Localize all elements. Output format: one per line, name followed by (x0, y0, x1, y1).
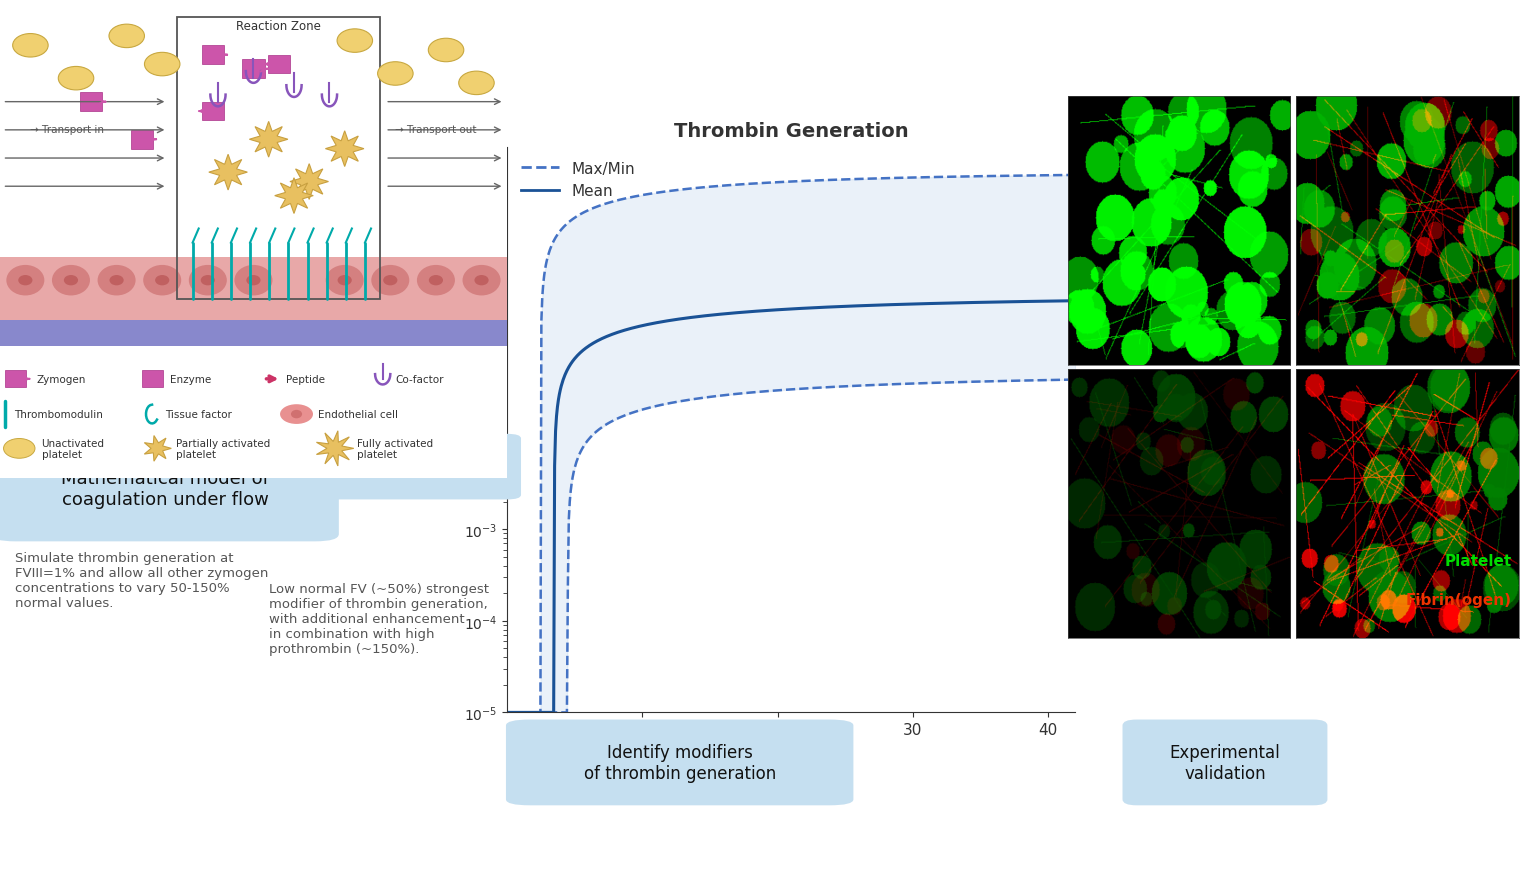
Ellipse shape (475, 275, 488, 286)
Text: Platelet: Platelet (1444, 553, 1511, 568)
Polygon shape (326, 131, 364, 168)
Ellipse shape (65, 275, 78, 286)
Text: Peptide: Peptide (286, 375, 326, 384)
Text: Experimental
validation: Experimental validation (1169, 743, 1281, 782)
Ellipse shape (429, 39, 464, 63)
Legend: Max/Min, Mean: Max/Min, Mean (515, 156, 641, 205)
Bar (243, 60, 264, 79)
Polygon shape (275, 178, 313, 215)
Ellipse shape (109, 25, 144, 49)
Polygon shape (209, 155, 247, 191)
Ellipse shape (3, 439, 35, 459)
Polygon shape (144, 436, 172, 461)
Bar (5, 371, 26, 388)
Ellipse shape (58, 67, 94, 90)
Ellipse shape (189, 266, 227, 296)
Bar (0, 257, 507, 323)
Ellipse shape (12, 35, 48, 58)
Text: Zymogen: Zymogen (37, 375, 86, 384)
Ellipse shape (201, 275, 215, 286)
Ellipse shape (18, 275, 32, 286)
Text: Co-factor: Co-factor (395, 375, 444, 384)
Ellipse shape (416, 266, 455, 296)
Ellipse shape (143, 266, 181, 296)
Text: Identify modifiers
of thrombin generation: Identify modifiers of thrombin generatio… (584, 743, 776, 782)
Text: Low normal FV (~50%) strongest
modifier of thrombin generation,
with additional : Low normal FV (~50%) strongest modifier … (269, 582, 488, 655)
FancyBboxPatch shape (316, 434, 521, 500)
Bar (80, 93, 103, 112)
Ellipse shape (144, 53, 180, 76)
Ellipse shape (280, 405, 313, 424)
Ellipse shape (429, 275, 442, 286)
Y-axis label: thrombin (nM): thrombin (nM) (442, 375, 458, 485)
Text: Model Output: Model Output (362, 458, 475, 476)
Ellipse shape (109, 275, 124, 286)
Bar (131, 130, 154, 149)
X-axis label: time (min): time (min) (748, 743, 834, 760)
Text: Thrombomodulin: Thrombomodulin (14, 409, 103, 420)
Polygon shape (316, 431, 353, 467)
Bar (267, 56, 290, 75)
Ellipse shape (462, 266, 501, 296)
Ellipse shape (326, 266, 364, 296)
Text: Partially activated
platelet: Partially activated platelet (177, 438, 270, 460)
Ellipse shape (98, 266, 135, 296)
Bar (201, 46, 224, 65)
Bar (178, 18, 381, 300)
Ellipse shape (336, 30, 373, 53)
Title: Thrombin Generation: Thrombin Generation (674, 122, 908, 141)
Ellipse shape (459, 72, 495, 96)
Text: Reaction Zone: Reaction Zone (237, 20, 321, 33)
Ellipse shape (235, 266, 272, 296)
Ellipse shape (290, 410, 303, 419)
Text: Tissue factor: Tissue factor (164, 409, 232, 420)
Text: Enzyme: Enzyme (170, 375, 210, 384)
Ellipse shape (372, 266, 409, 296)
Polygon shape (249, 123, 287, 158)
Bar (0, 321, 507, 347)
Ellipse shape (378, 63, 413, 86)
Text: Endothelial cell: Endothelial cell (318, 409, 398, 420)
Ellipse shape (382, 275, 398, 286)
FancyBboxPatch shape (0, 436, 339, 541)
Text: → Transport in: → Transport in (31, 125, 104, 135)
Text: Fibrin(ogen): Fibrin(ogen) (1405, 592, 1511, 607)
Text: Fully activated
platelet: Fully activated platelet (358, 438, 433, 460)
Text: → Transport out: → Transport out (395, 125, 476, 135)
FancyBboxPatch shape (1123, 720, 1327, 806)
Text: Simulate thrombin generation at
FVIII=1% and allow all other zymogen
concentrati: Simulate thrombin generation at FVIII=1%… (15, 552, 269, 610)
Ellipse shape (246, 275, 261, 286)
Text: Mathematical model of
coagulation under flow: Mathematical model of coagulation under … (61, 469, 269, 508)
Bar (201, 103, 224, 122)
Ellipse shape (6, 266, 45, 296)
Text: Unactivated
platelet: Unactivated platelet (41, 438, 104, 460)
Polygon shape (290, 164, 329, 200)
Ellipse shape (155, 275, 169, 286)
FancyBboxPatch shape (505, 720, 854, 806)
Ellipse shape (338, 275, 352, 286)
Bar (141, 371, 163, 388)
Ellipse shape (52, 266, 91, 296)
